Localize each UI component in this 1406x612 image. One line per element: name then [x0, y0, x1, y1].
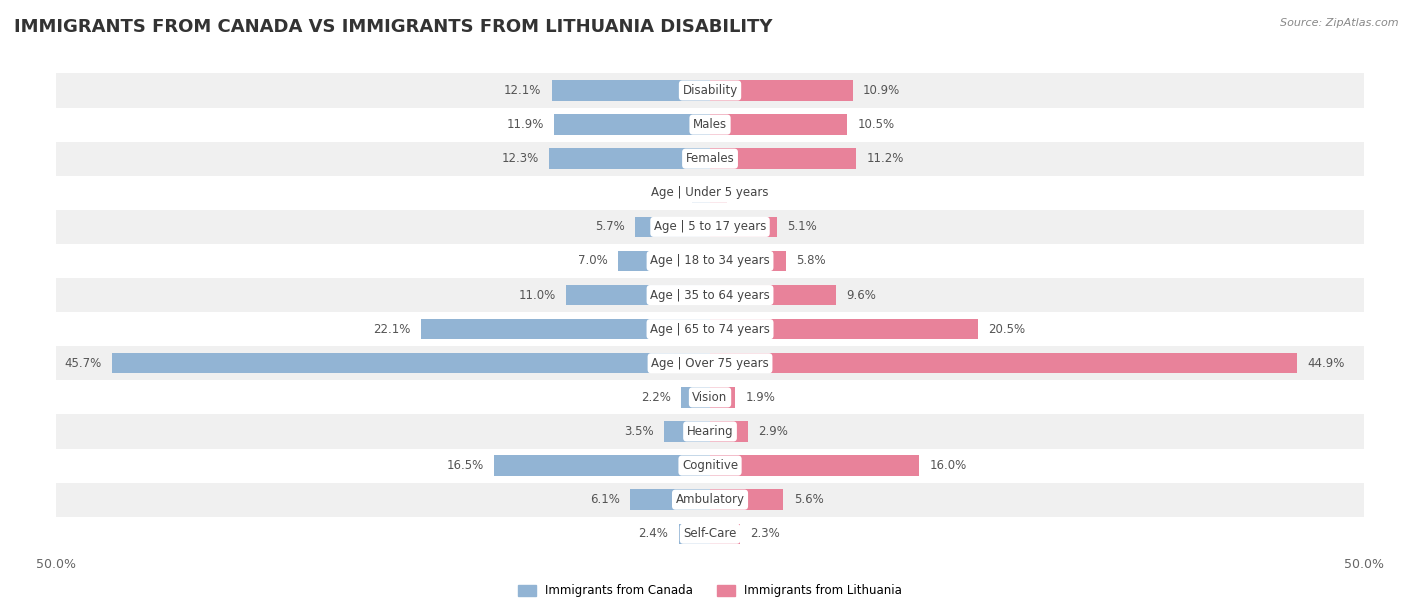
Text: 11.0%: 11.0% [519, 289, 555, 302]
Bar [56, 449, 1364, 483]
Bar [710, 80, 852, 101]
Bar [56, 312, 1364, 346]
Bar [56, 244, 1364, 278]
Bar [664, 421, 710, 442]
Bar [692, 182, 710, 203]
Bar [56, 346, 1364, 380]
Text: Source: ZipAtlas.com: Source: ZipAtlas.com [1281, 18, 1399, 28]
Text: 7.0%: 7.0% [578, 255, 607, 267]
Bar [710, 455, 920, 476]
Text: Hearing: Hearing [686, 425, 734, 438]
Bar [710, 217, 776, 237]
Bar [682, 387, 710, 408]
Bar [56, 210, 1364, 244]
Bar [710, 523, 740, 544]
Text: 10.9%: 10.9% [863, 84, 900, 97]
Text: 9.6%: 9.6% [846, 289, 876, 302]
Bar [710, 421, 748, 442]
Text: Age | 18 to 34 years: Age | 18 to 34 years [650, 255, 770, 267]
Bar [420, 319, 710, 340]
Text: 2.4%: 2.4% [638, 528, 668, 540]
Text: 12.1%: 12.1% [503, 84, 541, 97]
Bar [630, 490, 710, 510]
Text: 5.6%: 5.6% [794, 493, 824, 506]
Bar [710, 353, 1298, 373]
Bar [567, 285, 710, 305]
Bar [636, 217, 710, 237]
Text: 10.5%: 10.5% [858, 118, 894, 131]
Bar [56, 176, 1364, 210]
Legend: Immigrants from Canada, Immigrants from Lithuania: Immigrants from Canada, Immigrants from … [513, 580, 907, 602]
Text: 5.8%: 5.8% [796, 255, 825, 267]
Text: 2.2%: 2.2% [641, 391, 671, 404]
Text: Ambulatory: Ambulatory [675, 493, 745, 506]
Bar [495, 455, 710, 476]
Text: Age | Under 5 years: Age | Under 5 years [651, 186, 769, 200]
Bar [710, 114, 848, 135]
Bar [710, 149, 856, 169]
Text: 45.7%: 45.7% [65, 357, 103, 370]
Text: 6.1%: 6.1% [591, 493, 620, 506]
Text: 11.2%: 11.2% [868, 152, 904, 165]
Text: 16.0%: 16.0% [929, 459, 967, 472]
Text: Males: Males [693, 118, 727, 131]
Text: 1.4%: 1.4% [651, 186, 682, 200]
Text: 20.5%: 20.5% [988, 323, 1025, 335]
Bar [56, 73, 1364, 108]
Text: 22.1%: 22.1% [373, 323, 411, 335]
Bar [56, 380, 1364, 414]
Bar [56, 483, 1364, 517]
Text: 11.9%: 11.9% [506, 118, 544, 131]
Bar [619, 251, 710, 271]
Bar [710, 285, 835, 305]
Bar [710, 319, 979, 340]
Text: Age | 35 to 64 years: Age | 35 to 64 years [650, 289, 770, 302]
Bar [112, 353, 710, 373]
Text: 12.3%: 12.3% [502, 152, 538, 165]
Text: 5.1%: 5.1% [787, 220, 817, 233]
Text: Age | Over 75 years: Age | Over 75 years [651, 357, 769, 370]
Bar [710, 387, 735, 408]
Bar [550, 149, 710, 169]
Text: 3.5%: 3.5% [624, 425, 654, 438]
Text: 44.9%: 44.9% [1308, 357, 1346, 370]
Text: 16.5%: 16.5% [447, 459, 484, 472]
Text: 2.3%: 2.3% [751, 528, 780, 540]
Text: Females: Females [686, 152, 734, 165]
Bar [56, 517, 1364, 551]
Text: 1.9%: 1.9% [745, 391, 775, 404]
Text: 2.9%: 2.9% [758, 425, 789, 438]
Bar [679, 523, 710, 544]
Text: Age | 5 to 17 years: Age | 5 to 17 years [654, 220, 766, 233]
Bar [56, 414, 1364, 449]
Text: Disability: Disability [682, 84, 738, 97]
Text: IMMIGRANTS FROM CANADA VS IMMIGRANTS FROM LITHUANIA DISABILITY: IMMIGRANTS FROM CANADA VS IMMIGRANTS FRO… [14, 18, 772, 36]
Bar [56, 141, 1364, 176]
Bar [551, 80, 710, 101]
Bar [710, 490, 783, 510]
Text: 5.7%: 5.7% [595, 220, 626, 233]
Text: Cognitive: Cognitive [682, 459, 738, 472]
Bar [710, 251, 786, 271]
Bar [56, 108, 1364, 141]
Bar [710, 182, 727, 203]
Bar [554, 114, 710, 135]
Text: Vision: Vision [692, 391, 728, 404]
Text: Age | 65 to 74 years: Age | 65 to 74 years [650, 323, 770, 335]
Text: Self-Care: Self-Care [683, 528, 737, 540]
Bar [56, 278, 1364, 312]
Text: 1.3%: 1.3% [738, 186, 768, 200]
